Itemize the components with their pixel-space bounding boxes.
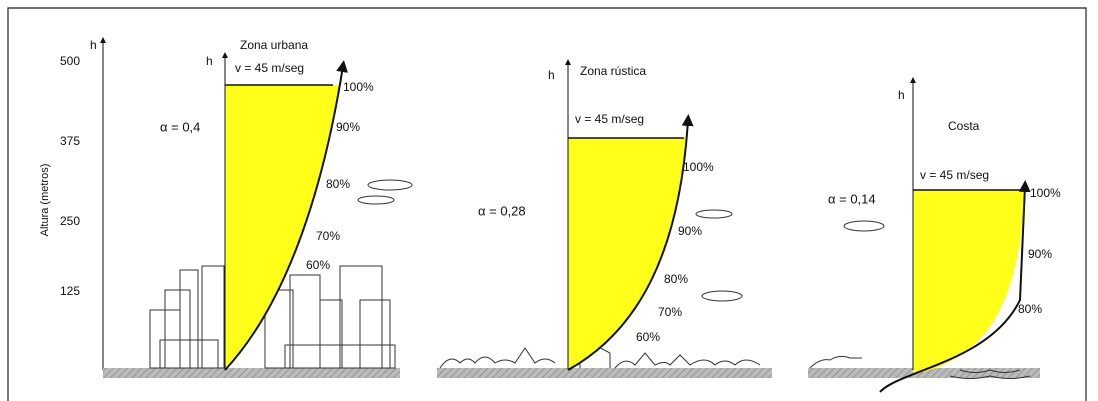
height-axis: h Altura (metros) 500 375 250 125 bbox=[39, 37, 106, 370]
percentage: 80% bbox=[664, 272, 688, 286]
profile-curve bbox=[879, 180, 1031, 393]
percentage: 100% bbox=[683, 160, 714, 174]
axis-label: Altura (metros) bbox=[39, 164, 51, 237]
axis-symbol: h bbox=[90, 38, 97, 52]
percentage: 90% bbox=[1028, 247, 1052, 261]
panel-title: Zona urbana bbox=[240, 38, 308, 52]
axis-symbol: h bbox=[898, 88, 905, 102]
alpha: α = 0,28 bbox=[478, 203, 526, 218]
velocity: v = 45 m/seg bbox=[235, 61, 304, 75]
panel-urban: h Zona urbana v = 45 m/seg α = 0,4 100% … bbox=[160, 38, 374, 371]
alpha: α = 0,14 bbox=[828, 191, 876, 206]
panel-title: Costa bbox=[948, 119, 980, 133]
percentage: 100% bbox=[1030, 186, 1061, 200]
ground bbox=[437, 368, 772, 378]
tick-label: 125 bbox=[60, 284, 80, 298]
percentage: 100% bbox=[343, 80, 374, 94]
axis-symbol: h bbox=[548, 68, 555, 82]
tick-label: 250 bbox=[60, 214, 80, 228]
city-buildings bbox=[149, 265, 396, 369]
tick-label: 375 bbox=[60, 134, 80, 148]
clouds bbox=[357, 179, 885, 302]
ground bbox=[808, 368, 1040, 378]
percentage: 80% bbox=[1018, 302, 1042, 316]
panel-title: Zona rústica bbox=[580, 64, 646, 78]
panel-rural: h Zona rústica v = 45 m/seg α = 0,28 100… bbox=[478, 59, 714, 371]
velocity: v = 45 m/seg bbox=[920, 168, 989, 182]
percentage: 60% bbox=[306, 258, 330, 272]
percentage: 70% bbox=[658, 305, 682, 319]
profile-curve bbox=[224, 60, 348, 371]
percentage: 70% bbox=[316, 229, 340, 243]
tick-label: 500 bbox=[60, 54, 80, 68]
percentage: 90% bbox=[678, 224, 702, 238]
coast bbox=[809, 355, 1031, 379]
frame bbox=[7, 7, 1087, 401]
profile-area bbox=[905, 190, 1025, 376]
panel-coast: h Costa v = 45 m/seg α = 0,14 100% 90% 8… bbox=[828, 77, 1061, 393]
ground bbox=[103, 368, 400, 378]
percentage: 90% bbox=[336, 120, 360, 134]
profile-area bbox=[568, 138, 687, 370]
alpha: α = 0,4 bbox=[160, 119, 200, 134]
axis-symbol: h bbox=[206, 54, 213, 68]
profile-curve bbox=[567, 114, 694, 371]
percentage: 60% bbox=[636, 330, 660, 344]
percentage: 80% bbox=[326, 177, 350, 191]
velocity: v = 45 m/seg bbox=[575, 112, 644, 126]
profile-area bbox=[225, 85, 340, 370]
